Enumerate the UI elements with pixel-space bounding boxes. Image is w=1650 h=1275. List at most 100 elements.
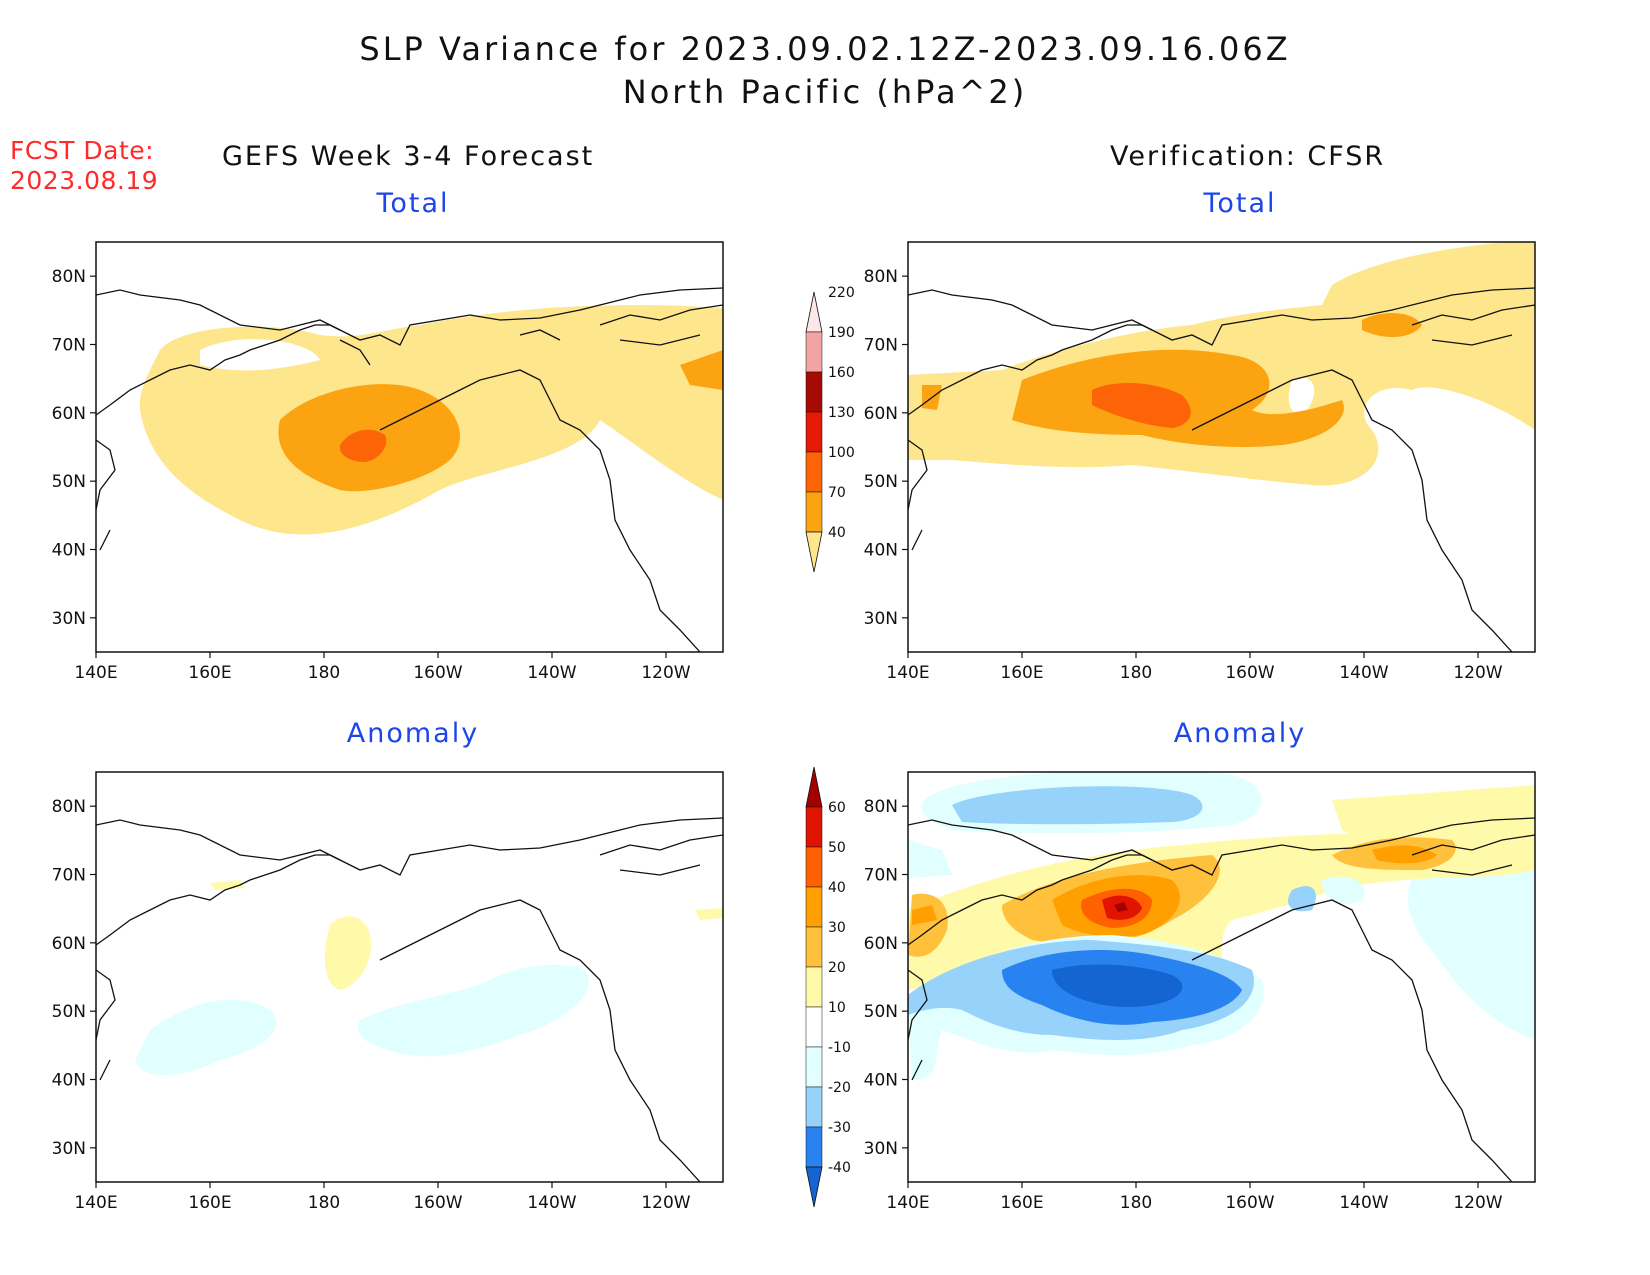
lat-tick-label: 80N — [864, 797, 898, 817]
colorbar-segment — [805, 966, 823, 1008]
colorbar-segment — [805, 1166, 823, 1208]
lon-tick-label: 160E — [188, 1193, 231, 1213]
colorbar-segment — [805, 491, 823, 533]
map-verification-total: 140E 160E 180 160W 140W 120W 80N 70N 60N 50N 40N 30… — [852, 230, 1542, 690]
colorbar-segment — [805, 1126, 823, 1168]
panel-title-forecast-total: Total — [376, 188, 450, 219]
lat-tick-label: 60N — [864, 404, 898, 424]
lon-tick-label: 120W — [1453, 663, 1502, 683]
lat-tick-label: 30N — [864, 1139, 898, 1159]
colorbar-tick-label: 30 — [828, 920, 846, 936]
verification-column-title: Verification: CFSR — [1110, 141, 1386, 172]
colorbar-tick-label: 160 — [828, 365, 855, 381]
colorbar-tick-label: 20 — [828, 960, 846, 976]
colorbar-tick-label: 50 — [828, 840, 846, 856]
colorbar-segment — [805, 451, 823, 493]
colorbar-segment — [805, 1006, 823, 1048]
panel-title-verification-anomaly: Anomaly — [1173, 718, 1307, 749]
lat-tick-label: 50N — [864, 472, 898, 492]
colorbar-segment — [805, 371, 823, 413]
colorbar-segment — [805, 331, 823, 373]
lon-tick-label: 180 — [308, 1193, 340, 1213]
lon-tick-label: 160W — [413, 1193, 462, 1213]
map-verification-anomaly: 140E 160E 180 160W 140W 120W 80N 70N 60N 50N 40N 30… — [852, 760, 1542, 1220]
contour-100-130 — [339, 429, 387, 462]
lat-tick-label: 50N — [864, 1002, 898, 1022]
colorbar-tick-label: 100 — [828, 445, 855, 461]
lat-tick-label: 60N — [52, 934, 86, 954]
lat-tick-label: 70N — [52, 336, 86, 356]
lat-tick-label: 70N — [52, 866, 86, 886]
colorbar-tick-label: 70 — [828, 485, 846, 501]
colorbar-segment — [805, 806, 823, 848]
lat-tick-label: 80N — [52, 797, 86, 817]
lon-tick-label: 180 — [308, 663, 340, 683]
lat-tick-label: 30N — [864, 609, 898, 629]
lon-tick-label: 140E — [74, 1193, 117, 1213]
main-title: SLP Variance for 2023.09.02.12Z-2023.09.… — [359, 30, 1291, 68]
lat-tick-label: 30N — [52, 1139, 86, 1159]
colorbar-tick-label: 220 — [828, 285, 855, 301]
colorbar-segment — [805, 766, 823, 808]
lat-tick-label: 30N — [52, 609, 86, 629]
lon-tick-label: 140W — [527, 663, 576, 683]
colorbar-tick-label: -30 — [828, 1120, 851, 1136]
contour-neg-40 — [1052, 964, 1183, 1007]
contour-100-130 — [1092, 383, 1191, 428]
lat-tick-label: 70N — [864, 866, 898, 886]
forecast-column-title: GEFS Week 3-4 Forecast — [222, 141, 595, 172]
lat-tick-label: 50N — [52, 472, 86, 492]
lon-tick-label: 140E — [886, 1193, 929, 1213]
contour-neg-10-20 — [135, 999, 277, 1075]
map-forecast-anomaly: 140E 160E 180 160W 140W 120W 80N 70N 60N 50N 40N 30… — [40, 760, 730, 1220]
lat-tick-label: 40N — [864, 541, 898, 561]
contour-neg-20 — [952, 786, 1203, 825]
lat-tick-label: 80N — [864, 267, 898, 287]
colorbar-segment — [805, 1086, 823, 1128]
colorbar-segment — [805, 291, 823, 333]
lon-tick-label: 120W — [641, 663, 690, 683]
lon-tick-label: 140E — [886, 663, 929, 683]
colorbar-tick-label: 190 — [828, 325, 855, 341]
lat-tick-label: 60N — [52, 404, 86, 424]
colorbar-tick-label: -10 — [828, 1040, 851, 1056]
lon-tick-label: 180 — [1120, 1193, 1152, 1213]
contour-pos-10-20 — [324, 916, 371, 990]
panel-title-forecast-anomaly: Anomaly — [346, 718, 480, 749]
lon-tick-label: 160W — [1225, 663, 1274, 683]
main-subtitle: North Pacific (hPa^2) — [622, 73, 1028, 111]
colorbar-segment — [805, 1046, 823, 1088]
fcst-date-value: 2023.08.19 — [10, 166, 159, 195]
colorbar-segment — [805, 846, 823, 888]
colorbar-segment — [805, 531, 823, 573]
colorbar-tick-label: 40 — [828, 880, 846, 896]
colorbar-segment — [805, 926, 823, 968]
lat-tick-label: 40N — [52, 1071, 86, 1091]
lon-tick-label: 140W — [1339, 1193, 1388, 1213]
lon-tick-label: 140W — [1339, 663, 1388, 683]
lon-tick-label: 180 — [1120, 663, 1152, 683]
colorbar-segment — [805, 411, 823, 453]
lon-tick-label: 160W — [413, 663, 462, 683]
lat-tick-label: 60N — [864, 934, 898, 954]
fcst-date-label: FCST Date: — [10, 136, 155, 165]
colorbar-tick-label: 60 — [828, 800, 846, 816]
lat-tick-label: 50N — [52, 1002, 86, 1022]
colorbar-total: 40 70 100 130 160 190 220 — [790, 270, 880, 620]
colorbar-tick-label: -20 — [828, 1080, 851, 1096]
colorbar-tick-label: 40 — [828, 525, 846, 541]
colorbar-tick-label: -40 — [828, 1160, 851, 1176]
lon-tick-label: 140E — [74, 663, 117, 683]
colorbar-anomaly: -40 -30 -20 -10 10 20 30 40 50 60 — [790, 745, 880, 1215]
colorbar-tick-label: 10 — [828, 1000, 846, 1016]
lat-tick-label: 40N — [52, 541, 86, 561]
lat-tick-label: 70N — [864, 336, 898, 356]
colorbar-tick-label: 130 — [828, 405, 855, 421]
lat-tick-label: 80N — [52, 267, 86, 287]
lon-tick-label: 160W — [1225, 1193, 1274, 1213]
lon-tick-label: 160E — [1000, 1193, 1043, 1213]
lat-tick-label: 40N — [864, 1071, 898, 1091]
panel-title-verification-total: Total — [1203, 188, 1277, 219]
lon-tick-label: 120W — [641, 1193, 690, 1213]
colorbar-segment — [805, 886, 823, 928]
